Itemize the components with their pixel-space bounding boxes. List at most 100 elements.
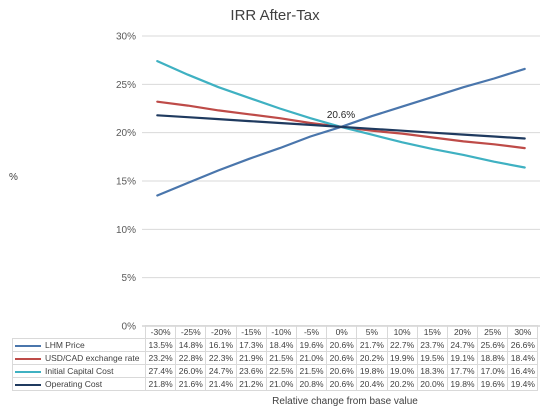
- data-label: 13.5%: [144, 338, 177, 352]
- x-tick-label: 30%: [507, 325, 539, 339]
- legend-entry: Initial Capital Cost: [12, 364, 146, 378]
- data-label: 18.8%: [477, 351, 509, 365]
- y-axis-label: %: [9, 172, 18, 183]
- data-label: 20.2%: [356, 351, 388, 365]
- table-corner-cell: [12, 325, 146, 339]
- y-tick-label: 30%: [116, 32, 136, 43]
- data-label: 14.8%: [175, 338, 207, 352]
- data-label: 19.9%: [386, 351, 418, 365]
- legend-entry: LHM Price: [12, 338, 146, 352]
- data-label: 21.0%: [295, 351, 328, 365]
- data-label: 18.4%: [507, 351, 539, 365]
- annotations: 20.6%: [327, 110, 355, 121]
- x-tick-label: 20%: [446, 325, 479, 339]
- data-label: 24.7%: [205, 364, 237, 378]
- y-tick-labels: 0%5%10%15%20%25%30%: [116, 32, 136, 331]
- x-tick-label: -30%: [144, 325, 177, 339]
- legend-line-icon: [15, 357, 41, 360]
- data-label: 16.1%: [205, 338, 237, 352]
- chart-title: IRR After-Tax: [230, 7, 320, 24]
- data-label: 26.6%: [507, 338, 539, 352]
- data-label: 17.7%: [446, 364, 479, 378]
- x-tick-label: -20%: [205, 325, 237, 339]
- data-label: 20.6%: [326, 338, 358, 352]
- data-label: 21.2%: [235, 377, 267, 391]
- data-label: 21.9%: [235, 351, 267, 365]
- data-label: 19.1%: [446, 351, 479, 365]
- data-label: 19.6%: [295, 338, 328, 352]
- data-label: 21.0%: [265, 377, 297, 391]
- data-label: 19.5%: [416, 351, 448, 365]
- data-label: 20.0%: [416, 377, 448, 391]
- legend-entry: USD/CAD exchange rate: [12, 351, 146, 365]
- y-tick-label: 10%: [116, 225, 136, 236]
- data-label: 26.0%: [175, 364, 207, 378]
- data-label: 21.6%: [175, 377, 207, 391]
- legend-line-icon: [15, 383, 41, 386]
- legend-label: Initial Capital Cost: [45, 366, 114, 376]
- data-label: 25.6%: [477, 338, 509, 352]
- x-tick-label: -15%: [235, 325, 267, 339]
- data-label: 21.5%: [295, 364, 328, 378]
- legend-label: LHM Price: [45, 340, 85, 350]
- x-tick-label: -25%: [175, 325, 207, 339]
- legend-label: USD/CAD exchange rate: [45, 353, 140, 363]
- data-label: 22.3%: [205, 351, 237, 365]
- table-row: LHM Price 13.5% 14.8% 16.1% 17.3% 18.4% 19.6% 2…: [12, 338, 539, 352]
- data-label: 20.2%: [386, 377, 418, 391]
- data-label: 21.8%: [144, 377, 177, 391]
- x-tick-label: 15%: [416, 325, 448, 339]
- table-row: USD/CAD exchange rate 23.2% 22.8% 22.3% 21.9…: [12, 351, 539, 365]
- data-table: -30% -25% -20% -15% -10% -5% 0% 5% 10% 15% 20% 25% 3…: [12, 325, 539, 391]
- data-label: 19.8%: [446, 377, 479, 391]
- data-label: 17.0%: [477, 364, 509, 378]
- data-label: 19.6%: [477, 377, 509, 391]
- x-tick-label: 0%: [326, 325, 358, 339]
- data-label: 18.3%: [416, 364, 448, 378]
- y-tick-label: 20%: [116, 128, 136, 139]
- table-row: Initial Capital Cost 27.4% 26.0% 24.7% 23.6%…: [12, 364, 539, 378]
- y-tick-label: 5%: [122, 273, 137, 284]
- data-label: 19.8%: [356, 364, 388, 378]
- data-label: 20.6%: [326, 351, 358, 365]
- legend-line-icon: [15, 344, 41, 347]
- x-tick-label: 10%: [386, 325, 418, 339]
- table-header-row: -30% -25% -20% -15% -10% -5% 0% 5% 10% 15% 20% 25% 3…: [12, 325, 539, 339]
- data-label: 17.3%: [235, 338, 267, 352]
- data-label: 18.4%: [265, 338, 297, 352]
- data-label: 21.7%: [356, 338, 388, 352]
- x-axis-label: Relative change from base value: [272, 396, 418, 407]
- data-label: 19.4%: [507, 377, 539, 391]
- legend-label: Operating Cost: [45, 379, 103, 389]
- x-tick-label: -10%: [265, 325, 297, 339]
- data-label: 19.0%: [386, 364, 418, 378]
- legend-entry: Operating Cost: [12, 377, 146, 391]
- y-tick-label: 25%: [116, 80, 136, 91]
- data-label: 20.6%: [326, 377, 358, 391]
- data-label: 22.5%: [265, 364, 297, 378]
- data-label: 16.4%: [507, 364, 539, 378]
- x-tick-label: 5%: [356, 325, 388, 339]
- data-label: 27.4%: [144, 364, 177, 378]
- table-row: Operating Cost 21.8% 21.6% 21.4% 21.2% 21.0% 2…: [12, 377, 539, 391]
- data-label: 22.7%: [386, 338, 418, 352]
- series-line-4: [156, 114, 526, 140]
- chart-plot-area: 0%5%10%15%20%25%30% 20.6%: [116, 32, 540, 331]
- data-label: 23.2%: [144, 351, 177, 365]
- data-label: 20.8%: [295, 377, 328, 391]
- data-label: 23.6%: [235, 364, 267, 378]
- x-tick-label: -5%: [295, 325, 328, 339]
- x-tick-label: 25%: [477, 325, 509, 339]
- data-label: 20.6%: [326, 364, 358, 378]
- series-lines: [156, 59, 526, 197]
- data-label: 21.4%: [205, 377, 237, 391]
- data-label: 24.7%: [446, 338, 479, 352]
- data-label: 20.4%: [356, 377, 388, 391]
- y-tick-label: 15%: [116, 177, 136, 188]
- series-line-2: [156, 100, 526, 150]
- data-label: 21.5%: [265, 351, 297, 365]
- legend-line-icon: [15, 370, 41, 373]
- annotation-label: 20.6%: [327, 110, 355, 121]
- data-label: 22.8%: [175, 351, 207, 365]
- data-label: 23.7%: [416, 338, 448, 352]
